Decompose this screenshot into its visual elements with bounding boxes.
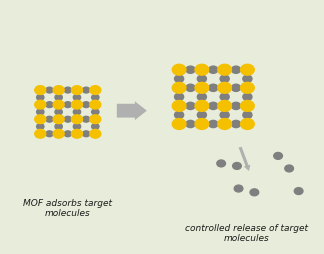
Circle shape — [53, 129, 64, 138]
Circle shape — [195, 82, 209, 93]
Circle shape — [186, 120, 195, 128]
Circle shape — [55, 109, 62, 115]
Circle shape — [218, 119, 231, 129]
Circle shape — [195, 64, 209, 75]
Circle shape — [250, 189, 259, 196]
Circle shape — [220, 93, 229, 101]
Circle shape — [53, 86, 64, 94]
Circle shape — [35, 115, 46, 124]
Circle shape — [209, 120, 218, 128]
Circle shape — [90, 100, 101, 109]
Circle shape — [243, 111, 252, 119]
Circle shape — [197, 75, 206, 82]
Circle shape — [231, 102, 241, 109]
Circle shape — [186, 102, 195, 109]
Circle shape — [241, 82, 254, 93]
Circle shape — [46, 102, 53, 107]
Circle shape — [241, 64, 254, 75]
Circle shape — [83, 131, 90, 137]
Circle shape — [186, 66, 195, 73]
Circle shape — [231, 66, 241, 73]
FancyArrow shape — [238, 147, 250, 171]
Circle shape — [55, 94, 62, 100]
Circle shape — [241, 101, 254, 111]
Circle shape — [37, 109, 44, 115]
Circle shape — [233, 163, 241, 169]
Circle shape — [72, 86, 83, 94]
Circle shape — [35, 100, 46, 109]
Circle shape — [234, 185, 243, 192]
Circle shape — [83, 116, 90, 122]
Circle shape — [35, 129, 46, 138]
Circle shape — [294, 188, 303, 195]
Circle shape — [53, 100, 64, 109]
Circle shape — [243, 75, 252, 82]
Circle shape — [231, 120, 241, 128]
FancyArrow shape — [117, 101, 147, 120]
Circle shape — [172, 101, 186, 111]
Circle shape — [53, 115, 64, 124]
Circle shape — [46, 116, 53, 122]
Circle shape — [285, 165, 294, 172]
Circle shape — [46, 131, 53, 137]
Circle shape — [64, 102, 72, 107]
Circle shape — [195, 119, 209, 129]
Circle shape — [209, 66, 218, 73]
Circle shape — [220, 75, 229, 82]
Circle shape — [73, 109, 81, 115]
Circle shape — [175, 111, 184, 119]
Circle shape — [37, 124, 44, 129]
Circle shape — [220, 111, 229, 119]
Circle shape — [55, 124, 62, 129]
Circle shape — [37, 94, 44, 100]
Circle shape — [241, 119, 254, 129]
Circle shape — [218, 64, 231, 75]
Circle shape — [172, 119, 186, 129]
Circle shape — [217, 160, 226, 167]
Text: MOF adsorbs target
molecules: MOF adsorbs target molecules — [23, 199, 112, 218]
Circle shape — [72, 100, 83, 109]
Circle shape — [72, 115, 83, 124]
Circle shape — [172, 82, 186, 93]
Circle shape — [92, 124, 99, 129]
Circle shape — [83, 87, 90, 93]
Circle shape — [274, 152, 283, 159]
Circle shape — [218, 101, 231, 111]
Circle shape — [209, 102, 218, 109]
Circle shape — [195, 101, 209, 111]
Circle shape — [64, 131, 72, 137]
Circle shape — [218, 82, 231, 93]
Circle shape — [35, 86, 46, 94]
Circle shape — [73, 124, 81, 129]
Circle shape — [175, 93, 184, 101]
Circle shape — [83, 102, 90, 107]
Circle shape — [90, 86, 101, 94]
Text: controlled release of target
molecules: controlled release of target molecules — [185, 224, 308, 244]
Circle shape — [175, 75, 184, 82]
Circle shape — [172, 64, 186, 75]
Circle shape — [90, 115, 101, 124]
Circle shape — [46, 87, 53, 93]
Circle shape — [73, 94, 81, 100]
Circle shape — [92, 109, 99, 115]
Circle shape — [231, 84, 241, 91]
Circle shape — [92, 94, 99, 100]
Circle shape — [209, 84, 218, 91]
Circle shape — [197, 93, 206, 101]
Circle shape — [243, 93, 252, 101]
Circle shape — [197, 111, 206, 119]
Circle shape — [186, 84, 195, 91]
Circle shape — [64, 87, 72, 93]
Circle shape — [64, 116, 72, 122]
Circle shape — [72, 129, 83, 138]
Circle shape — [90, 129, 101, 138]
